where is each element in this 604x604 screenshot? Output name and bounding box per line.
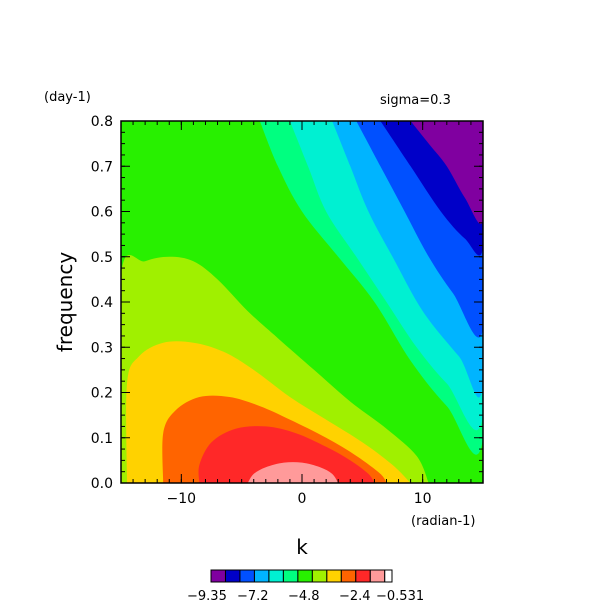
x-axis-title: k	[296, 535, 308, 559]
colorbar-swatch	[268, 569, 284, 583]
colorbar-swatch	[340, 569, 357, 583]
contour-regions	[121, 121, 483, 483]
y-axis-title: frequency	[53, 252, 77, 352]
y-tick-label: 0.5	[91, 250, 113, 266]
colorbar-swatch	[297, 569, 313, 583]
contour-pink-center	[247, 462, 339, 483]
y-tick-labels: 0.0 0.1 0.2 0.3 0.4 0.5 0.6 0.7 0.8	[91, 114, 113, 492]
colorbar-swatch	[210, 569, 226, 583]
x-tick-labels: −10 0 10	[167, 491, 432, 507]
colorbar-end-cap	[384, 569, 393, 583]
colorbar-swatch	[355, 569, 371, 583]
contour-red-lobe	[198, 426, 375, 483]
x-tick-label: −10	[167, 491, 197, 507]
x-tick-label: 10	[414, 491, 432, 507]
colorbar-swatch	[369, 569, 386, 583]
x-tick-label: 0	[298, 491, 307, 507]
y-tick-label: 0.8	[91, 114, 113, 130]
colorbar-labels: −9.35 −7.2 −4.8 −2.4 −0.531	[187, 589, 424, 604]
colorbar-swatch	[326, 569, 342, 583]
colorbar-tick-label: −2.4	[339, 589, 371, 604]
colorbar-swatch	[282, 569, 299, 583]
colorbar-swatch	[239, 569, 255, 583]
y-tick-label: 0.1	[91, 431, 113, 447]
y-tick-label: 0.2	[91, 386, 113, 402]
colorbar	[210, 569, 393, 583]
y-unit-label: (day-1)	[44, 90, 91, 105]
colorbar-swatch	[224, 569, 241, 583]
colorbar-swatch	[311, 569, 328, 583]
axis-ticks	[120, 120, 484, 484]
contour-purple-corner	[410, 121, 483, 224]
y-tick-label: 0.0	[91, 476, 113, 492]
y-tick-label: 0.3	[91, 340, 113, 356]
x-unit-label: (radian-1)	[411, 514, 476, 529]
colorbar-swatch	[253, 569, 270, 583]
colorbar-tick-label: −4.8	[288, 589, 320, 604]
sigma-annotation: sigma=0.3	[380, 93, 451, 108]
colorbar-tick-label: −0.531	[376, 589, 424, 604]
colorbar-tick-label: −9.35	[187, 589, 227, 604]
y-tick-label: 0.4	[91, 295, 113, 311]
y-tick-label: 0.6	[91, 205, 113, 221]
y-tick-label: 0.7	[91, 159, 113, 175]
colorbar-tick-label: −7.2	[237, 589, 269, 604]
